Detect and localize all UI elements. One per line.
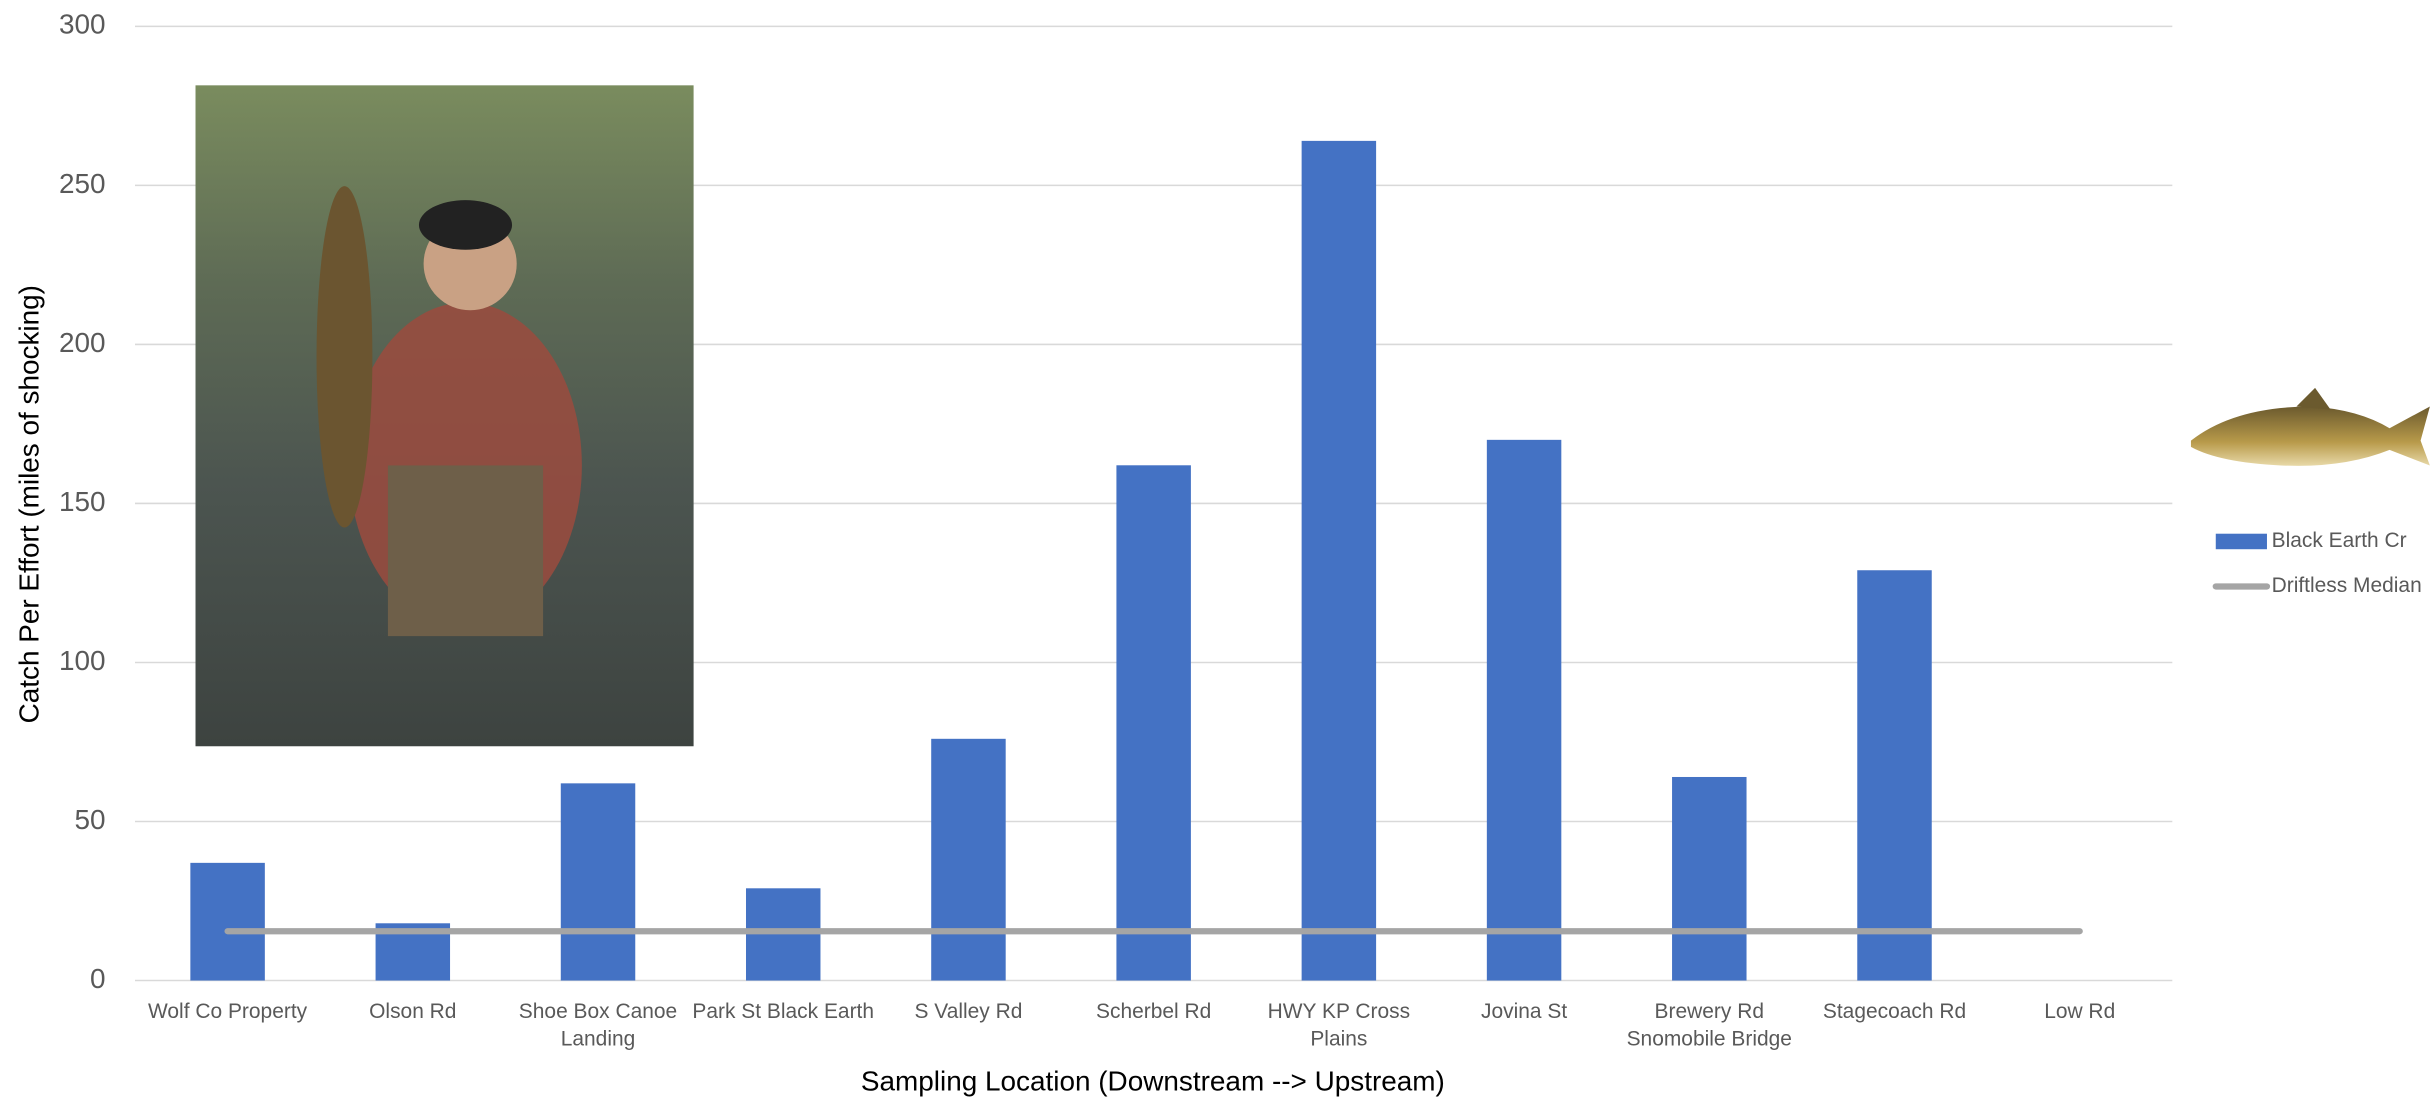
bar xyxy=(1672,776,1747,981)
x-tick-label: Olson Rd xyxy=(369,999,457,1023)
x-tick-label: Scherbel Rd xyxy=(1096,999,1212,1023)
bar xyxy=(745,888,821,981)
bar xyxy=(1301,140,1377,981)
x-tick-label-box: Low Rd xyxy=(2044,999,2116,1023)
x-tick-label: Low Rd xyxy=(2044,999,2116,1023)
x-tick-label: Jovina St xyxy=(1480,999,1568,1023)
y-tick-label: 50 xyxy=(74,804,105,835)
bar xyxy=(1486,439,1562,981)
legend-label: Black Earth Cr xyxy=(2272,529,2407,552)
photo xyxy=(195,85,694,747)
x-axis-title: Sampling Location (Downstream --> Upstre… xyxy=(861,1065,1445,1096)
x-tick-label: HWY KP Cross Plains xyxy=(1267,999,1411,1051)
y-tick-label: 300 xyxy=(59,9,106,40)
fish-icon xyxy=(2190,387,2430,466)
x-tick-label: S Valley Rd xyxy=(914,999,1023,1023)
legend-swatch xyxy=(2215,533,2267,550)
x-tick-label-box: Scherbel Rd xyxy=(1096,999,1212,1023)
y-tick-label: 250 xyxy=(59,168,106,199)
x-tick-label: Wolf Co Property xyxy=(148,999,308,1023)
y-tick-label: 0 xyxy=(90,963,106,994)
x-tick-label: Stagecoach Rd xyxy=(1822,999,1967,1023)
x-tick-label-box: Park St Black Earth xyxy=(692,999,875,1023)
y-axis-title: Catch Per Effort (miles of shocking) xyxy=(13,285,44,723)
legend-label: Driftless Median xyxy=(2272,574,2422,597)
x-tick-label: Shoe Box Canoe Landing xyxy=(518,999,678,1051)
x-tick-label: Brewery Rd Snomobile Bridge xyxy=(1626,999,1792,1051)
bar xyxy=(1116,465,1191,981)
x-tick-label-box: Olson Rd xyxy=(369,999,457,1023)
y-tick-label: 150 xyxy=(59,486,106,517)
y-tick-label: 200 xyxy=(59,327,106,358)
x-tick-label-box: Wolf Co Property xyxy=(148,999,308,1023)
bar xyxy=(560,783,636,981)
y-tick-label: 100 xyxy=(59,645,106,676)
x-tick-label-box: S Valley Rd xyxy=(914,999,1023,1023)
x-tick-label-box: HWY KP Cross Plains xyxy=(1267,999,1411,1051)
x-tick-label-box: Jovina St xyxy=(1480,999,1568,1023)
x-tick-label: Park St Black Earth xyxy=(692,999,875,1023)
bar xyxy=(1857,570,1932,981)
x-tick-label-box: Brewery Rd Snomobile Bridge xyxy=(1626,999,1792,1051)
bar xyxy=(931,738,1006,981)
x-tick-label-box: Shoe Box Canoe Landing xyxy=(518,999,678,1051)
bar xyxy=(190,862,265,981)
x-tick-label-box: Stagecoach Rd xyxy=(1822,999,1967,1023)
